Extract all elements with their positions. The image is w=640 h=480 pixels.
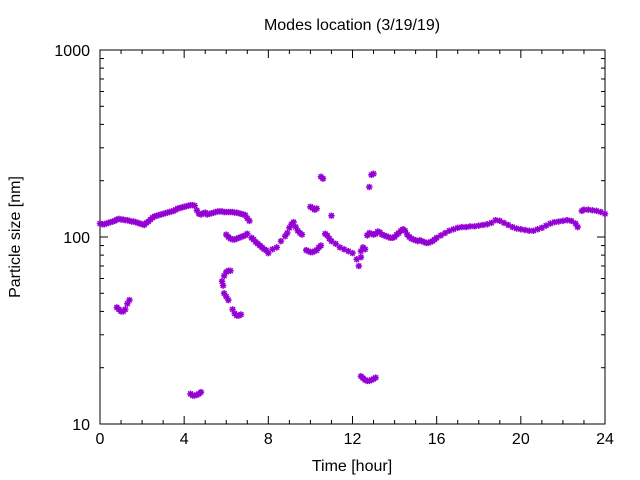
- data-point: [366, 183, 373, 191]
- data-point: [313, 205, 320, 212]
- y-tick-label: 1000: [54, 43, 90, 60]
- data-point: [219, 282, 227, 289]
- data-point: [290, 218, 297, 226]
- data-point: [273, 244, 280, 251]
- data-point: [319, 175, 327, 182]
- x-tick-label: 12: [344, 431, 362, 448]
- x-tick-label: 20: [512, 431, 530, 448]
- data-point: [433, 234, 440, 242]
- data-point: [370, 170, 377, 177]
- data-point: [492, 216, 499, 224]
- x-axis-label: Time [hour]: [312, 458, 392, 475]
- data-point: [284, 229, 291, 237]
- x-tick-label: 0: [96, 431, 105, 448]
- data-point: [197, 388, 205, 396]
- data-point: [458, 223, 466, 231]
- data-point: [355, 262, 363, 270]
- data-point: [349, 249, 356, 257]
- data-point: [225, 296, 232, 304]
- data-point: [246, 217, 253, 225]
- chart-title: Modes location (3/19/19): [264, 17, 440, 34]
- x-axis: 0 4 8 12 16 20 24: [96, 50, 614, 448]
- data-point: [122, 306, 129, 313]
- data-point: [265, 249, 272, 257]
- data-point: [126, 296, 133, 304]
- data-point: [277, 237, 285, 245]
- data-point: [227, 267, 234, 274]
- data-point: [574, 223, 581, 231]
- data-point: [601, 210, 609, 218]
- x-tick-label: 4: [180, 431, 189, 448]
- data-point: [462, 223, 470, 231]
- data-point: [237, 311, 245, 318]
- data-point: [580, 206, 588, 213]
- y-axis-label: Particle size [nm]: [7, 176, 24, 298]
- data-point: [317, 242, 325, 249]
- data-point: [357, 253, 365, 261]
- x-tick-label: 8: [264, 431, 273, 448]
- y-tick-label: 10: [72, 417, 90, 434]
- y-tick-label: 100: [63, 230, 90, 247]
- x-tick-label: 16: [428, 431, 446, 448]
- data-point: [298, 231, 306, 238]
- data-point: [328, 212, 335, 219]
- data-point: [372, 374, 379, 381]
- data-points: [96, 170, 609, 399]
- y-axis: 10 100 1000: [54, 43, 605, 434]
- x-tick-label: 24: [596, 431, 614, 448]
- data-point: [361, 246, 369, 253]
- data-point: [244, 230, 251, 238]
- plot-frame: [99, 49, 606, 425]
